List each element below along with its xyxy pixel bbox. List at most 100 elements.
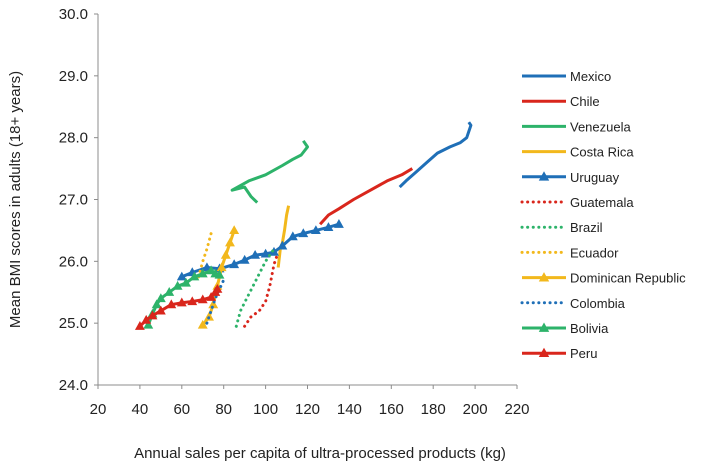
x-tick-label: 20 <box>90 401 107 418</box>
series-marker-peru <box>141 314 152 324</box>
y-axis-title: Mean BMI scores in adults (18+ years) <box>7 71 24 328</box>
legend-item-peru: Peru <box>522 346 597 361</box>
legend-item-ecuador: Ecuador <box>520 245 619 260</box>
y-tick-label: 26.0 <box>59 253 88 270</box>
x-tick-label: 80 <box>215 401 232 418</box>
series-marker-dominican-republic <box>220 249 231 259</box>
series-marker-uruguay <box>310 225 321 235</box>
series-colombia <box>205 278 226 325</box>
legend-label: Venezuela <box>570 119 631 134</box>
legend-label: Chile <box>570 94 600 109</box>
legend-item-bolivia: Bolivia <box>522 321 609 336</box>
legend: Mexico Chile Venezuela Costa Rica Uruguay Gua… <box>520 69 686 361</box>
x-tick-label: 200 <box>463 401 488 418</box>
x-axis-title: Annual sales per capita of ultra-process… <box>134 445 506 462</box>
series-marker-uruguay <box>287 231 298 241</box>
legend-label: Guatemala <box>570 195 634 210</box>
legend-item-chile: Chile <box>522 94 600 109</box>
series-marker-peru <box>155 305 166 315</box>
series-line-guatemala <box>243 250 280 328</box>
series-chile <box>318 167 414 226</box>
legend-label: Peru <box>570 346 597 361</box>
series-guatemala <box>243 250 280 328</box>
y-ticks: 24.0 25.0 26.0 27.0 28.0 29.0 30.0 <box>59 6 98 394</box>
series-marker-dominican-republic <box>225 237 235 247</box>
legend-label: Ecuador <box>570 245 619 260</box>
x-tick-label: 100 <box>253 401 278 418</box>
y-tick-label: 28.0 <box>59 130 88 147</box>
series-line-mexico <box>398 121 473 189</box>
series-marker-dominican-republic <box>229 225 240 235</box>
y-tick-label: 25.0 <box>59 315 88 332</box>
legend-item-dominican-republic: Dominican Republic <box>522 271 686 286</box>
legend-item-brazil: Brazil <box>520 220 603 235</box>
series-marker-bolivia <box>181 277 191 287</box>
legend-item-uruguay: Uruguay <box>522 170 620 185</box>
series-line-chile <box>318 167 414 226</box>
series-marker-peru <box>187 296 198 306</box>
series-marker-peru <box>147 310 158 320</box>
legend-label: Colombia <box>570 296 626 311</box>
series-mexico <box>398 121 473 189</box>
legend-item-venezuela: Venezuela <box>522 119 631 134</box>
series-marker-dominican-republic <box>197 319 208 329</box>
series-marker-uruguay <box>333 219 344 228</box>
series-marker-uruguay <box>229 259 240 269</box>
series-ecuador <box>197 232 213 279</box>
series-marker-uruguay <box>250 249 261 259</box>
y-tick-label: 30.0 <box>59 6 88 23</box>
series-marker-peru <box>212 283 223 293</box>
legend-marker <box>538 347 550 358</box>
series-line-colombia <box>205 278 226 325</box>
x-tick-label: 180 <box>421 401 446 418</box>
legend-marker <box>538 322 550 332</box>
legend-item-costa-rica: Costa Rica <box>522 145 634 160</box>
series-brazil <box>234 247 276 328</box>
legend-label: Mexico <box>570 69 611 84</box>
legend-item-mexico: Mexico <box>522 69 611 84</box>
legend-label: Bolivia <box>570 321 609 336</box>
legend-label: Costa Rica <box>570 145 634 160</box>
series-marker-uruguay <box>298 228 309 238</box>
series-marker-dominican-republic <box>204 311 214 321</box>
series-marker-peru <box>197 294 208 304</box>
series-line-ecuador <box>197 232 213 279</box>
series-marker-uruguay <box>176 271 187 281</box>
x-tick-label: 160 <box>379 401 404 418</box>
y-tick-label: 27.0 <box>59 192 88 209</box>
legend-marker <box>538 171 550 181</box>
series-marker-bolivia <box>143 319 154 329</box>
series-marker-dominican-republic <box>216 262 227 272</box>
series-marker-bolivia <box>151 299 162 309</box>
series-marker-bolivia <box>155 293 166 303</box>
series-line-venezuela <box>230 139 309 204</box>
legend-item-colombia: Colombia <box>520 296 626 311</box>
series-marker-peru <box>134 321 145 330</box>
series-line-brazil <box>234 247 276 328</box>
series-marker-dominican-republic <box>208 299 219 309</box>
series-marker-bolivia <box>189 271 200 281</box>
legend-label: Brazil <box>570 220 603 235</box>
series-marker-bolivia <box>164 287 175 296</box>
series-marker-bolivia <box>197 268 208 278</box>
series-marker-bolivia <box>172 280 183 290</box>
x-tick-label: 120 <box>295 401 320 418</box>
legend-label: Dominican Republic <box>570 271 686 286</box>
series-peru <box>134 283 223 330</box>
legend-marker <box>538 272 550 282</box>
series-costa-rica <box>276 205 291 268</box>
y-tick-label: 29.0 <box>59 68 88 85</box>
legend-label: Uruguay <box>570 170 620 185</box>
series-marker-peru <box>176 297 187 307</box>
series-venezuela <box>230 139 309 204</box>
series <box>134 121 473 330</box>
series-marker-peru <box>166 299 177 309</box>
axes <box>97 14 517 386</box>
series-marker-uruguay <box>239 254 250 264</box>
x-tick-label: 140 <box>337 401 362 418</box>
series-line-costa-rica <box>276 205 291 268</box>
y-tick-label: 24.0 <box>59 377 88 394</box>
x-tick-label: 220 <box>504 401 529 418</box>
